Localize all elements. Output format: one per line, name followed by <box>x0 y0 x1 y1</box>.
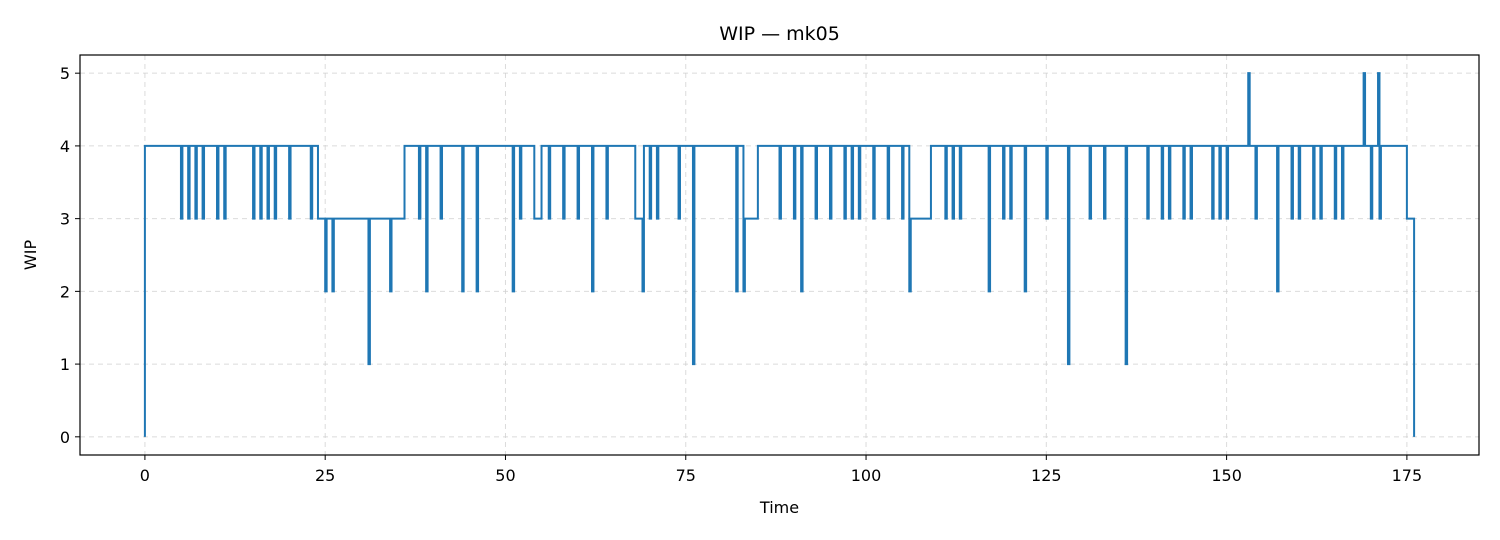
y-tick-label: 5 <box>60 64 70 83</box>
grid <box>80 55 1479 455</box>
x-tick-label: 100 <box>851 466 882 485</box>
y-tick-label: 4 <box>60 137 70 156</box>
x-tick-label: 150 <box>1211 466 1242 485</box>
x-tick-label: 25 <box>315 466 335 485</box>
x-tick-label: 75 <box>676 466 696 485</box>
x-axis-label: Time <box>759 498 799 517</box>
plot-frame <box>79 54 1480 456</box>
x-tick-label: 50 <box>495 466 515 485</box>
y-tick-label: 2 <box>60 282 70 301</box>
y-tick-label: 0 <box>60 428 70 447</box>
x-tick-label: 125 <box>1031 466 1062 485</box>
y-axis-label: WIP <box>21 240 40 271</box>
y-tick-label: 3 <box>60 210 70 229</box>
wip-series-line <box>143 72 1416 437</box>
x-tick-label: 0 <box>140 466 150 485</box>
axis-ticks: 0 25 50 75 100 125 150 175 0 1 2 3 4 5 <box>60 64 1422 485</box>
chart-title: WIP — mk05 <box>719 23 840 45</box>
x-tick-label: 175 <box>1392 466 1423 485</box>
series-layer <box>143 72 1416 437</box>
y-tick-label: 1 <box>60 355 70 374</box>
